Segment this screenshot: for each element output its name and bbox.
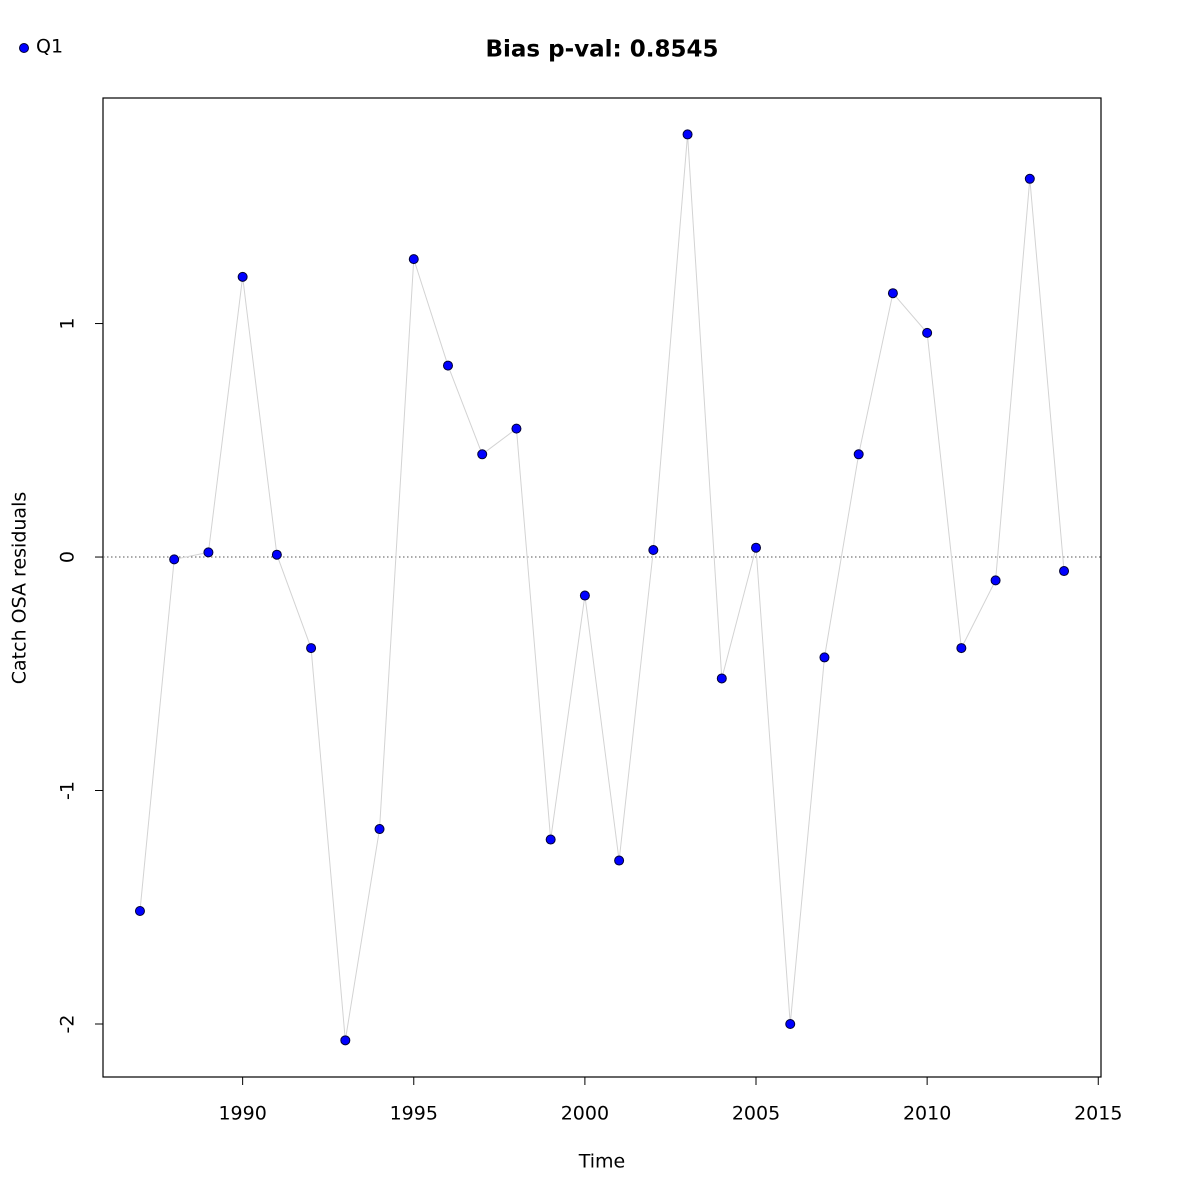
- x-tick-label: 1995: [390, 1103, 438, 1125]
- point: [408, 254, 419, 265]
- series-line: [139, 134, 1065, 1041]
- point: [203, 547, 214, 558]
- x-tick-label: 2005: [732, 1103, 780, 1125]
- point: [477, 449, 488, 460]
- point: [306, 643, 317, 654]
- point: [1024, 173, 1035, 184]
- point: [922, 327, 933, 338]
- point: [990, 575, 1001, 586]
- point: [442, 360, 453, 371]
- point: [751, 542, 762, 553]
- point: [340, 1035, 351, 1046]
- point: [237, 271, 248, 282]
- point: [1059, 566, 1070, 577]
- point: [956, 643, 967, 654]
- y-tick-label: 1: [57, 317, 79, 329]
- point: [169, 554, 180, 565]
- point: [545, 834, 556, 845]
- point: [785, 1018, 796, 1029]
- y-tick-label: 0: [57, 551, 79, 563]
- y-axis-label: Catch OSA residuals: [9, 492, 31, 684]
- x-tick-label: 1990: [218, 1103, 266, 1125]
- point: [579, 590, 590, 601]
- x-axis-label: Time: [578, 1151, 626, 1173]
- point: [887, 288, 898, 299]
- point: [819, 652, 830, 663]
- legend-marker: [19, 43, 29, 53]
- point: [271, 549, 282, 560]
- point: [682, 129, 693, 140]
- plot-frame: [102, 97, 1102, 1078]
- x-tick-label: 2010: [903, 1103, 951, 1125]
- x-tick-label: 2000: [561, 1103, 609, 1125]
- point: [374, 824, 385, 835]
- point: [853, 449, 864, 460]
- y-tick-label: -1: [57, 781, 79, 800]
- point: [134, 905, 145, 916]
- y-tick-label: -2: [57, 1015, 79, 1034]
- chart-title: Bias p-val: 0.8545: [486, 37, 719, 63]
- point: [614, 855, 625, 866]
- point: [648, 545, 659, 556]
- point: [716, 673, 727, 684]
- legend-label: Q1: [36, 36, 63, 58]
- point: [511, 423, 522, 434]
- x-tick-label: 2015: [1074, 1103, 1122, 1125]
